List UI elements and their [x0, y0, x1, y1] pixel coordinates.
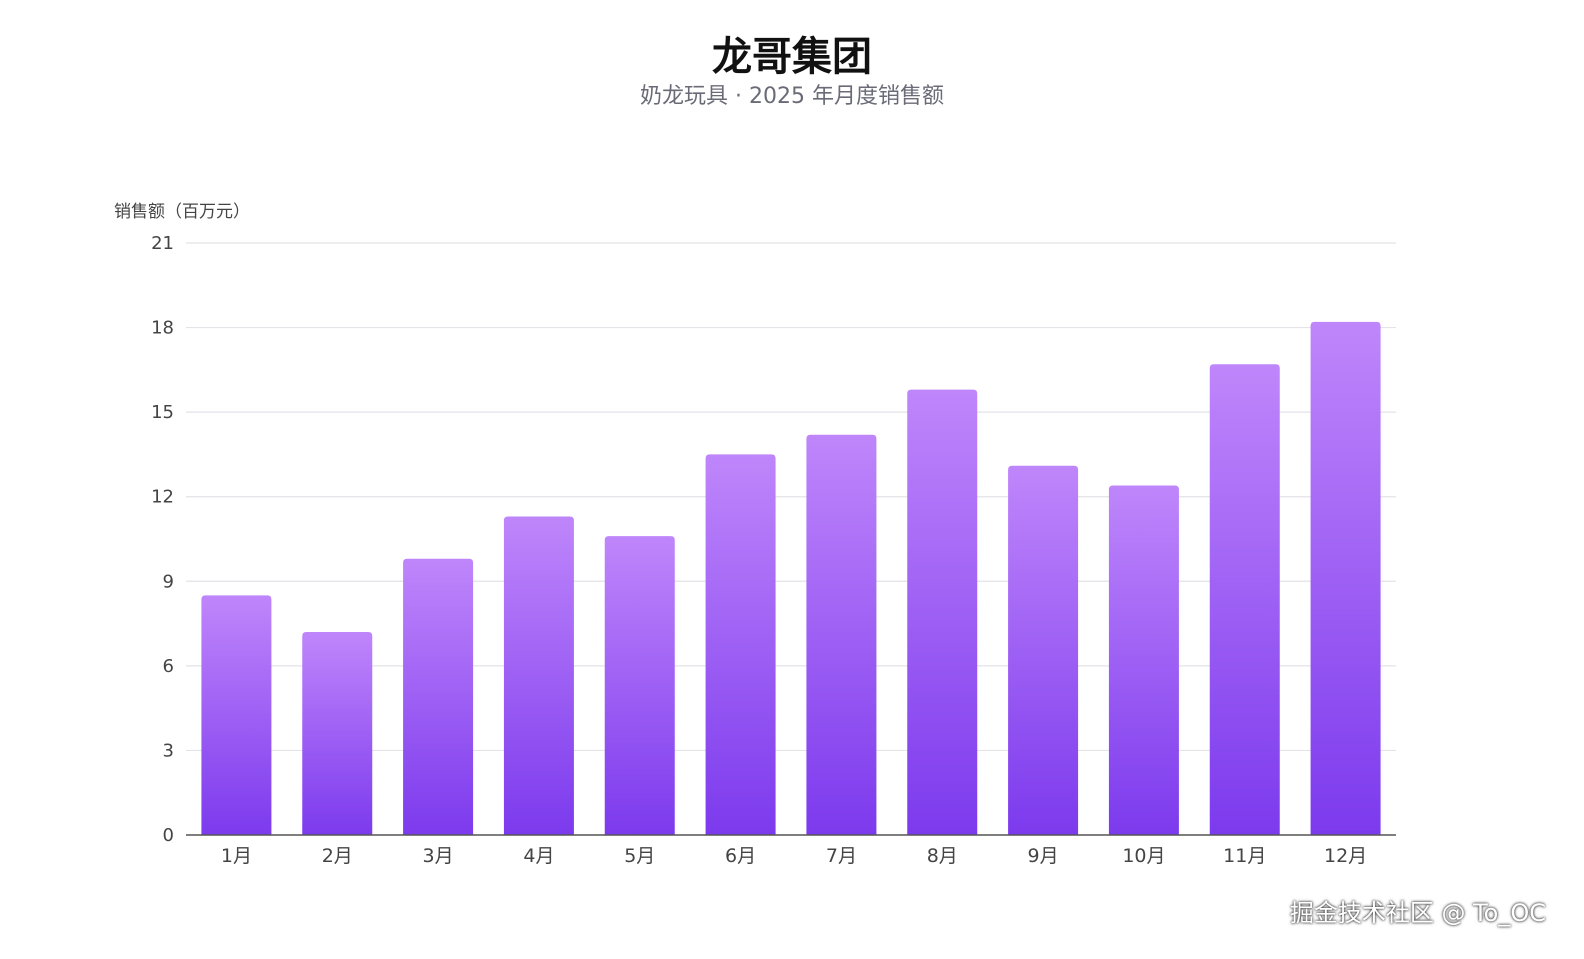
y-tick-label: 3: [163, 740, 174, 761]
bar-2月: [302, 632, 373, 835]
y-tick-label: 15: [151, 402, 174, 423]
grid-lines: [186, 242, 1396, 752]
x-tick-label: 3月: [423, 845, 454, 867]
x-tick-label: 9月: [1028, 845, 1059, 867]
bar-4月: [503, 516, 574, 835]
x-tick-label: 7月: [826, 845, 857, 867]
bars: [201, 321, 1381, 835]
bar-5月: [604, 536, 675, 835]
chart-subtitle: 奶龙玩具 · 2025 年月度销售额: [640, 84, 944, 109]
x-tick-label: 6月: [725, 845, 756, 867]
y-tick-label: 9: [163, 571, 174, 592]
x-tick-label: 1月: [221, 845, 252, 867]
y-tick-label: 12: [151, 487, 174, 508]
bar-8月: [907, 389, 978, 835]
axes: 0 3 6 9 12 15 18 21 1月 2月 3月 4月 5月 6月 7月 8月 9月 10月 11月 12月: [151, 233, 1396, 867]
x-tick-label: 8月: [927, 845, 958, 867]
watermark: 掘金技术社区 @ To_OC: [1289, 899, 1546, 927]
y-tick-label: 0: [163, 825, 174, 846]
y-axis-label: 销售额（百万元）: [114, 202, 250, 222]
x-tick-label: 5月: [624, 845, 655, 867]
y-tick-label: 18: [151, 318, 174, 339]
bar-3月: [403, 558, 474, 835]
x-tick-label: 2月: [322, 845, 353, 867]
bar-1月: [201, 595, 272, 835]
chart-title: 龙哥集团: [712, 34, 872, 80]
x-tick-label: 4月: [523, 845, 554, 867]
bar-9月: [1008, 465, 1079, 835]
bar-11月: [1209, 364, 1280, 835]
y-tick-label: 21: [151, 233, 174, 254]
x-tick-label: 10月: [1122, 845, 1165, 867]
y-tick-label: 6: [163, 656, 174, 677]
bar-7月: [806, 434, 877, 835]
x-tick-label: 12月: [1324, 845, 1367, 867]
x-tick-label: 11月: [1223, 845, 1266, 867]
bar-12月: [1310, 321, 1381, 835]
bar-10月: [1108, 485, 1179, 835]
bar-6月: [705, 454, 776, 835]
